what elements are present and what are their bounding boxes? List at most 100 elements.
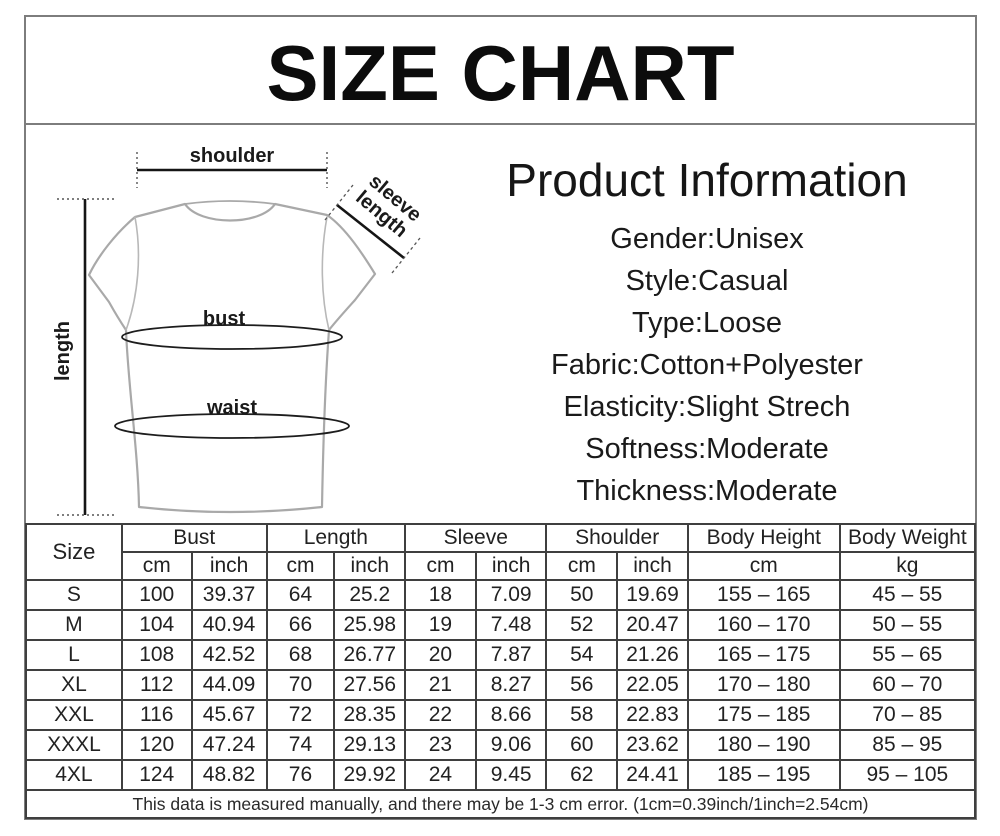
product-attribute-fabric: Fabric:Cotton+Polyester bbox=[551, 348, 863, 381]
table-cell: 24.41 bbox=[616, 759, 689, 791]
table-cell: 112 bbox=[120, 669, 193, 701]
shoulder-measure: shoulder bbox=[136, 145, 328, 188]
table-cell: 64 bbox=[265, 579, 336, 611]
page-title: SIZE CHART bbox=[266, 28, 735, 117]
table-cell: 170 – 180 bbox=[686, 669, 841, 701]
table-cell: 48.82 bbox=[190, 759, 268, 791]
waist-line bbox=[114, 413, 350, 439]
table-cell: 60 – 70 bbox=[838, 669, 977, 701]
unit-header: inch bbox=[474, 551, 548, 581]
table-cell: 22 bbox=[404, 699, 477, 731]
size-cell: L bbox=[25, 639, 123, 671]
table-cell: 19.69 bbox=[616, 579, 689, 611]
unit-header: cm bbox=[545, 551, 619, 581]
table-cell: 155 – 165 bbox=[686, 579, 841, 611]
product-attribute-gender: Gender:Unisex bbox=[610, 222, 804, 255]
product-attribute-style: Style:Casual bbox=[625, 264, 789, 297]
table-cell: 23 bbox=[404, 729, 477, 761]
table-cell: 28.35 bbox=[333, 699, 407, 731]
column-header-shoulder: Shoulder bbox=[545, 523, 689, 553]
table-cell: 108 bbox=[120, 639, 193, 671]
product-attribute-softness: Softness:Moderate bbox=[585, 432, 829, 465]
tshirt-measurement-diagram: shoulder length sleeve length bbox=[52, 145, 425, 516]
table-cell: 29.13 bbox=[333, 729, 407, 761]
table-cell: 70 – 85 bbox=[838, 699, 977, 731]
table-cell: 26.77 bbox=[333, 639, 407, 671]
size-cell: XXL bbox=[25, 699, 123, 731]
length-label: length bbox=[52, 321, 74, 381]
table-cell: 56 bbox=[545, 669, 619, 701]
table-cell: 116 bbox=[120, 699, 193, 731]
column-header-sleeve: Sleeve bbox=[404, 523, 548, 553]
table-cell: 100 bbox=[120, 579, 193, 611]
size-cell: M bbox=[25, 609, 123, 641]
table-cell: 9.06 bbox=[474, 729, 548, 761]
table-cell: 45 – 55 bbox=[838, 579, 977, 611]
table-cell: 27.56 bbox=[333, 669, 407, 701]
size-cell: XL bbox=[25, 669, 123, 701]
table-row: S 100 39.37 64 25.2 18 7.09 50 19.69 155 – 165 45 … bbox=[25, 579, 977, 611]
table-cell: 175 – 185 bbox=[686, 699, 841, 731]
unit-header: inch bbox=[616, 551, 689, 581]
shoulder-label: shoulder bbox=[190, 145, 275, 167]
table-cell: 58 bbox=[545, 699, 619, 731]
bust-line bbox=[121, 324, 343, 350]
column-header-length: Length bbox=[265, 523, 407, 553]
size-table-body: S 100 39.37 64 25.2 18 7.09 50 19.69 155 – 165 45 … bbox=[25, 579, 977, 791]
table-cell: 22.05 bbox=[616, 669, 689, 701]
column-header-body-height: Body Height bbox=[686, 523, 841, 553]
table-cell: 120 bbox=[120, 729, 193, 761]
column-header-size: Size bbox=[25, 523, 123, 581]
table-cell: 40.94 bbox=[190, 609, 268, 641]
table-cell: 45.67 bbox=[190, 699, 268, 731]
product-attribute-elasticity: Elasticity:Slight Strech bbox=[563, 390, 851, 423]
table-row: L 108 42.52 68 26.77 20 7.87 54 21.26 165 – 175 55… bbox=[25, 639, 977, 671]
table-cell: 180 – 190 bbox=[686, 729, 841, 761]
table-cell: 124 bbox=[120, 759, 193, 791]
table-row: 4XL 124 48.82 76 29.92 24 9.45 62 24.41 185 – 195… bbox=[25, 759, 977, 791]
table-cell: 160 – 170 bbox=[686, 609, 841, 641]
size-cell: 4XL bbox=[25, 759, 123, 791]
table-cell: 72 bbox=[265, 699, 336, 731]
product-attribute-type: Type:Loose bbox=[632, 306, 782, 339]
length-measure: length bbox=[52, 198, 116, 516]
size-cell: XXXL bbox=[25, 729, 123, 761]
table-cell: 165 – 175 bbox=[686, 639, 841, 671]
page-frame: SIZE CHART bbox=[24, 15, 977, 820]
table-cell: 18 bbox=[404, 579, 477, 611]
table-cell: 29.92 bbox=[333, 759, 407, 791]
table-cell: 50 – 55 bbox=[838, 609, 977, 641]
table-cell: 104 bbox=[120, 609, 193, 641]
product-attribute-thickness: Thickness:Moderate bbox=[576, 474, 838, 507]
bust-label: bust bbox=[203, 308, 246, 330]
sleeve-length-measure: sleeve length bbox=[324, 170, 425, 274]
table-cell: 9.45 bbox=[474, 759, 548, 791]
table-cell: 62 bbox=[545, 759, 619, 791]
table-cell: 19 bbox=[404, 609, 477, 641]
table-cell: 85 – 95 bbox=[838, 729, 977, 761]
column-header-bust: Bust bbox=[120, 523, 268, 553]
table-cell: 74 bbox=[265, 729, 336, 761]
table-note-row: This data is measured manually, and ther… bbox=[25, 789, 976, 819]
table-cell: 185 – 195 bbox=[686, 759, 841, 791]
size-cell: S bbox=[25, 579, 123, 611]
table-group-header-row: Size Bust Length Sleeve Shoulder Body He… bbox=[25, 523, 977, 581]
table-cell: 68 bbox=[265, 639, 336, 671]
table-cell: 95 – 105 bbox=[838, 759, 977, 791]
table-row: XXXL 120 47.24 74 29.13 23 9.06 60 23.62 180 – 19… bbox=[25, 729, 977, 761]
product-info-heading: Product Information bbox=[506, 154, 908, 206]
table-cell: 50 bbox=[545, 579, 619, 611]
table-cell: 42.52 bbox=[190, 639, 268, 671]
table-cell: 25.2 bbox=[333, 579, 407, 611]
table-cell: 24 bbox=[404, 759, 477, 791]
middle-section: shoulder length sleeve length bbox=[26, 125, 975, 523]
unit-header: cm bbox=[686, 551, 841, 581]
table-cell: 8.27 bbox=[474, 669, 548, 701]
table-cell: 39.37 bbox=[190, 579, 268, 611]
table-cell: 7.87 bbox=[474, 639, 548, 671]
table-cell: 54 bbox=[545, 639, 619, 671]
table-cell: 21.26 bbox=[616, 639, 689, 671]
girth-lines bbox=[114, 324, 350, 439]
table-cell: 60 bbox=[545, 729, 619, 761]
